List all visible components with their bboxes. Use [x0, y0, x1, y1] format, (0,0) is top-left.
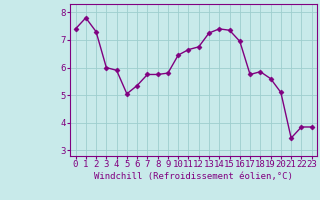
- X-axis label: Windchill (Refroidissement éolien,°C): Windchill (Refroidissement éolien,°C): [94, 172, 293, 181]
